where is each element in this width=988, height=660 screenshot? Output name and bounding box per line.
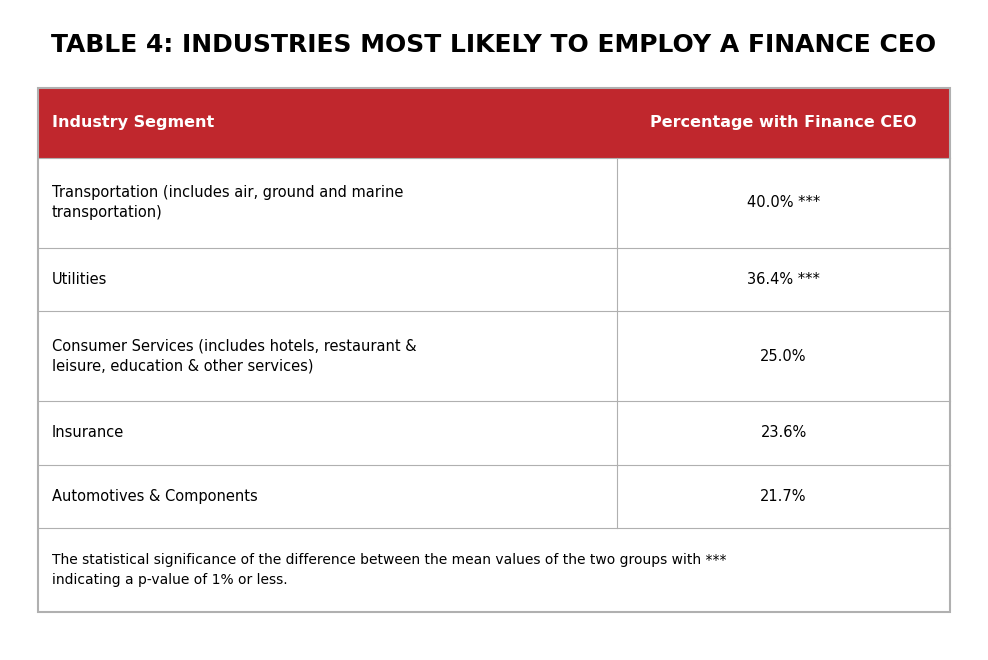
Bar xyxy=(38,401,950,465)
Text: 21.7%: 21.7% xyxy=(761,489,807,504)
Text: Percentage with Finance CEO: Percentage with Finance CEO xyxy=(650,115,917,130)
Text: Automotives & Components: Automotives & Components xyxy=(52,489,258,504)
Bar xyxy=(38,248,950,311)
Text: 40.0% ***: 40.0% *** xyxy=(747,195,820,210)
Text: The statistical significance of the difference between the mean values of the tw: The statistical significance of the diff… xyxy=(52,553,726,587)
Text: Utilities: Utilities xyxy=(52,272,108,287)
Bar xyxy=(38,88,950,612)
Bar xyxy=(38,465,950,528)
Text: Transportation (includes air, ground and marine
transportation): Transportation (includes air, ground and… xyxy=(52,185,403,220)
Text: TABLE 4: INDUSTRIES MOST LIKELY TO EMPLOY A FINANCE CEO: TABLE 4: INDUSTRIES MOST LIKELY TO EMPLO… xyxy=(51,33,937,57)
Text: Insurance: Insurance xyxy=(52,426,124,440)
Bar xyxy=(38,88,950,158)
Text: Industry Segment: Industry Segment xyxy=(52,115,214,130)
Bar xyxy=(38,311,950,401)
Text: Consumer Services (includes hotels, restaurant &
leisure, education & other serv: Consumer Services (includes hotels, rest… xyxy=(52,339,417,374)
Text: 23.6%: 23.6% xyxy=(761,426,806,440)
Text: 25.0%: 25.0% xyxy=(761,348,807,364)
Bar xyxy=(38,158,950,248)
Text: 36.4% ***: 36.4% *** xyxy=(747,272,820,287)
Bar xyxy=(38,528,950,612)
